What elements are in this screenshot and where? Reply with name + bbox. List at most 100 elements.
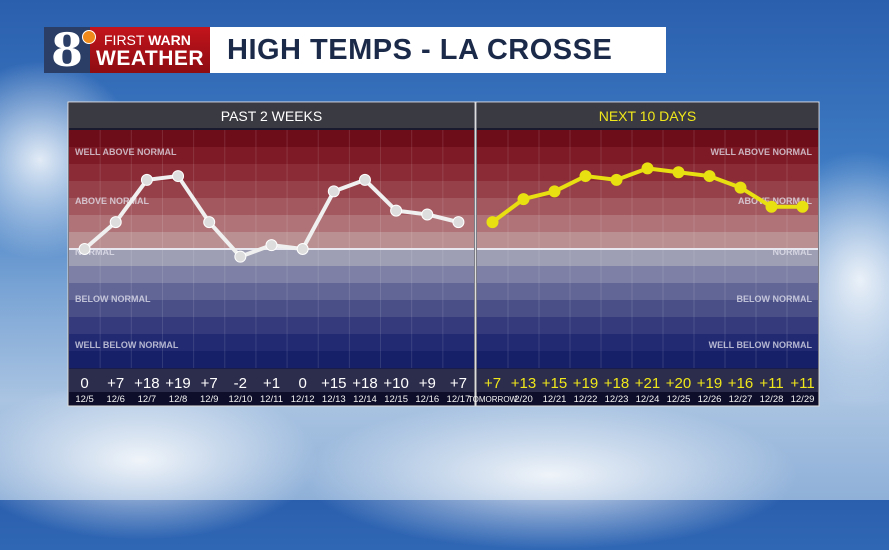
value-label: +19 [573,375,598,392]
value-label: +21 [635,375,660,392]
values-row [69,369,474,392]
logo-text-first: FIRST [104,32,145,48]
panel-header [69,103,474,128]
date-label: 12/9 [200,394,219,405]
band [69,164,474,182]
band-label: BELOW NORMAL [75,294,151,304]
date-label: 12/21 [543,394,567,405]
data-point [390,204,403,217]
value-label: +18 [604,375,629,392]
band [69,351,474,369]
date-label: 12/27 [729,394,753,405]
band [477,198,818,216]
band [477,147,818,165]
date-label: 12/6 [106,394,125,405]
chart-panel-1: NEXT 10 DAYS WELL ABOVE NORMAL ABOVE NORMA… [468,101,820,407]
date-label: 12/7 [138,394,157,405]
data-point [140,173,153,186]
band [477,215,818,233]
data-point [641,162,654,175]
date-label: 12/26 [698,394,722,405]
station-logo: 8 FIRST WARN WEATHER [44,27,210,73]
value-label: +13 [511,375,536,392]
logo-text-warn: WARN [148,32,191,48]
data-point [486,216,499,229]
band [69,300,474,318]
date-label: TOMORROW [468,395,518,404]
band-label: ABOVE NORMAL [738,196,813,206]
date-label: 12/16 [415,394,439,405]
band [69,334,474,352]
value-label: +18 [134,375,159,392]
value-label: +19 [165,375,190,392]
band [477,351,818,369]
band-label: NORMAL [773,247,813,257]
data-point [517,193,530,206]
band [477,283,818,301]
date-label: 12/5 [75,394,94,405]
play-icon [82,30,96,44]
data-point [548,185,561,198]
page-title: HIGH TEMPS - LA CROSSE [210,27,666,73]
value-label: +15 [542,375,567,392]
band [477,317,818,335]
date-label: 12/14 [353,394,377,405]
data-point [734,181,747,194]
band [477,266,818,284]
band [69,266,474,284]
date-label: 12/13 [322,394,346,405]
date-label: 12/11 [260,394,283,405]
data-point [703,170,716,183]
data-point [203,216,216,229]
value-label: +7 [484,375,501,392]
band [69,215,474,233]
band-label: WELL BELOW NORMAL [75,340,179,350]
band [69,130,474,148]
date-label: 12/23 [605,394,629,405]
logo-text-weather: WEATHER [96,47,205,70]
value-label: +7 [450,375,467,392]
chart-panel-0: PAST 2 WEEKS WELL ABOVE NORMAL ABOVE NORMA… [67,101,476,407]
band-label: ABOVE NORMAL [75,196,150,206]
value-label: 0 [298,375,306,392]
date-label: 12/8 [169,394,188,405]
data-point [610,173,623,186]
date-label: 12/12 [291,394,315,405]
dates-row [477,392,818,405]
value-label: +7 [201,375,218,392]
data-point [452,216,465,229]
date-label: 12/17 [447,394,471,405]
band-label: WELL BELOW NORMAL [709,340,813,350]
values-row [477,369,818,392]
value-label: +1 [263,375,280,392]
data-point [172,170,185,183]
date-label: 12/28 [760,394,784,405]
data-point [327,185,340,198]
data-point [796,200,809,213]
band [477,130,818,148]
band [69,249,474,267]
panel-title: PAST 2 WEEKS [221,108,322,124]
value-label: +7 [107,375,124,392]
value-label: +10 [383,375,408,392]
band [477,249,818,267]
value-label: 0 [80,375,88,392]
data-point [421,208,434,221]
data-point [296,243,309,255]
band [69,317,474,335]
panel-header [477,103,818,128]
band-label: WELL ABOVE NORMAL [711,147,813,157]
band-label: WELL ABOVE NORMAL [75,147,177,157]
date-label: 12/10 [228,394,252,405]
date-label: 12/25 [667,394,691,405]
value-label: +18 [352,375,377,392]
dates-row [69,392,474,405]
temperature-charts: PAST 2 WEEKS WELL ABOVE NORMAL ABOVE NORMA… [67,101,820,407]
band-label: NORMAL [75,247,115,257]
date-label: 2/20 [514,394,533,405]
value-label: +16 [728,375,753,392]
band-label: BELOW NORMAL [737,294,813,304]
value-label: -2 [234,375,247,392]
band [477,232,818,250]
data-point [358,173,371,186]
